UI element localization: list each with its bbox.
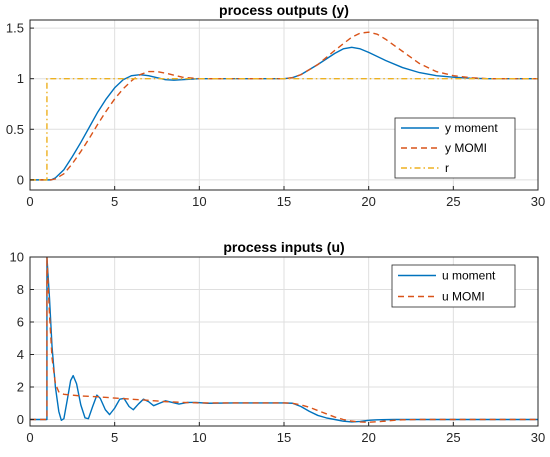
y-tick-label: 1.5 — [6, 21, 24, 36]
x-tick-label: 15 — [277, 194, 291, 209]
legend-box — [391, 264, 516, 308]
series-line-r — [30, 77, 538, 181]
y-tick-label: 0 — [17, 412, 24, 427]
x-tick-label: 0 — [26, 194, 33, 209]
x-tick-label: 20 — [361, 194, 375, 209]
x-tick-label: 15 — [277, 430, 291, 445]
chart-title: process outputs (y) — [219, 2, 349, 18]
y-tick-label: 0.5 — [6, 122, 24, 137]
series-line-y-momi — [30, 31, 538, 181]
x-tick-label: 10 — [192, 430, 206, 445]
inputs-plot: 0 5 10 15 20 25 30 0 2 4 6 8 10 process inputs (u) u m… — [10, 239, 546, 445]
y-tick-label: 0 — [17, 172, 24, 187]
x-tick-label: 30 — [531, 430, 545, 445]
x-tick-label: 25 — [446, 430, 460, 445]
series-line-u-moment — [30, 257, 538, 423]
legend-label: r — [445, 161, 449, 175]
legend: u moment u MOMI — [391, 264, 516, 308]
x-tick-label: 5 — [111, 430, 118, 445]
x-tick-label: 0 — [26, 430, 33, 445]
y-tick-label: 1 — [17, 71, 24, 86]
x-tick-label: 5 — [111, 194, 118, 209]
series-line-u-momi — [30, 257, 538, 423]
y-tick-label: 10 — [10, 250, 24, 265]
legend: y moment y MOMI r — [394, 117, 516, 179]
x-tick-label: 30 — [531, 194, 545, 209]
legend-label: u moment — [442, 269, 496, 283]
x-tick-label: 10 — [192, 194, 206, 209]
x-tick-label: 25 — [446, 194, 460, 209]
outputs-plot: 0 5 10 15 20 25 30 0 0.5 1 1.5 process outputs (y) y… — [6, 2, 545, 209]
y-tick-label: 4 — [17, 347, 24, 362]
legend-label: y MOMI — [445, 141, 487, 155]
legend-label: y moment — [445, 121, 498, 135]
chart-title: process inputs (u) — [223, 239, 344, 255]
y-tick-label: 6 — [17, 315, 24, 330]
y-tick-label: 8 — [17, 282, 24, 297]
legend-label: u MOMI — [442, 290, 485, 304]
y-tick-label: 2 — [17, 380, 24, 395]
x-tick-label: 20 — [361, 430, 375, 445]
